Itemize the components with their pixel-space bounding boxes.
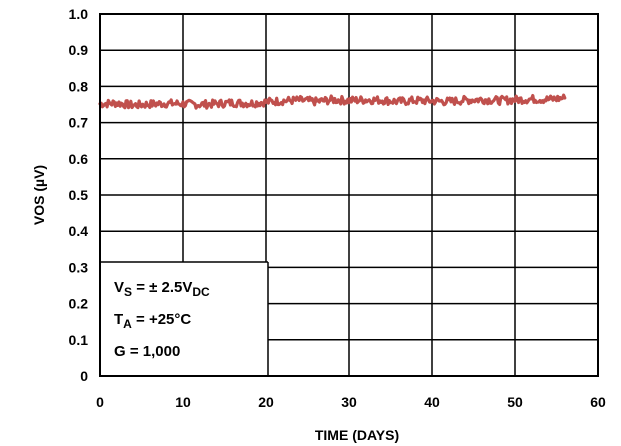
annotation-gain: G = 1,000 bbox=[114, 343, 180, 360]
y-tick-label: 0.5 bbox=[69, 187, 89, 203]
x-axis-title: TIME (DAYS) bbox=[315, 427, 399, 443]
x-tick-labels: 0 10 20 30 40 50 60 bbox=[96, 394, 606, 410]
y-tick-label: 1.0 bbox=[69, 6, 89, 22]
y-tick-label: 0.2 bbox=[69, 296, 89, 312]
y-tick-label: 0.1 bbox=[69, 332, 89, 348]
x-tick-label: 40 bbox=[424, 394, 440, 410]
x-tick-label: 50 bbox=[507, 394, 523, 410]
x-tick-label: 30 bbox=[341, 394, 357, 410]
y-tick-label: 0 bbox=[80, 368, 88, 384]
conditions-annotation: VS = ± 2.5VDC TA = +25°C G = 1,000 bbox=[100, 261, 269, 376]
annotation-vs: VS = ± 2.5VDC bbox=[114, 279, 210, 299]
series-group bbox=[98, 93, 567, 110]
y-tick-label: 0.8 bbox=[69, 78, 89, 94]
y-tick-label: 0.4 bbox=[69, 223, 89, 239]
y-tick-label: 0.6 bbox=[69, 151, 89, 167]
series-line bbox=[98, 93, 567, 110]
y-tick-labels: 0 0.1 0.2 0.3 0.4 0.5 0.6 0.7 0.8 0.9 1.0 bbox=[69, 6, 89, 384]
x-tick-label: 10 bbox=[175, 394, 191, 410]
y-axis-title: VOS (µV) bbox=[31, 165, 47, 225]
annotation-box bbox=[100, 262, 268, 376]
x-tick-label: 20 bbox=[258, 394, 274, 410]
y-tick-label: 0.7 bbox=[69, 115, 89, 131]
x-tick-label: 60 bbox=[590, 394, 606, 410]
y-tick-label: 0.3 bbox=[69, 259, 89, 275]
plot-frame bbox=[99, 13, 599, 377]
x-tick-label: 0 bbox=[96, 394, 104, 410]
y-tick-label: 0.9 bbox=[69, 42, 89, 58]
annotation-ta: TA = +25°C bbox=[114, 311, 191, 331]
